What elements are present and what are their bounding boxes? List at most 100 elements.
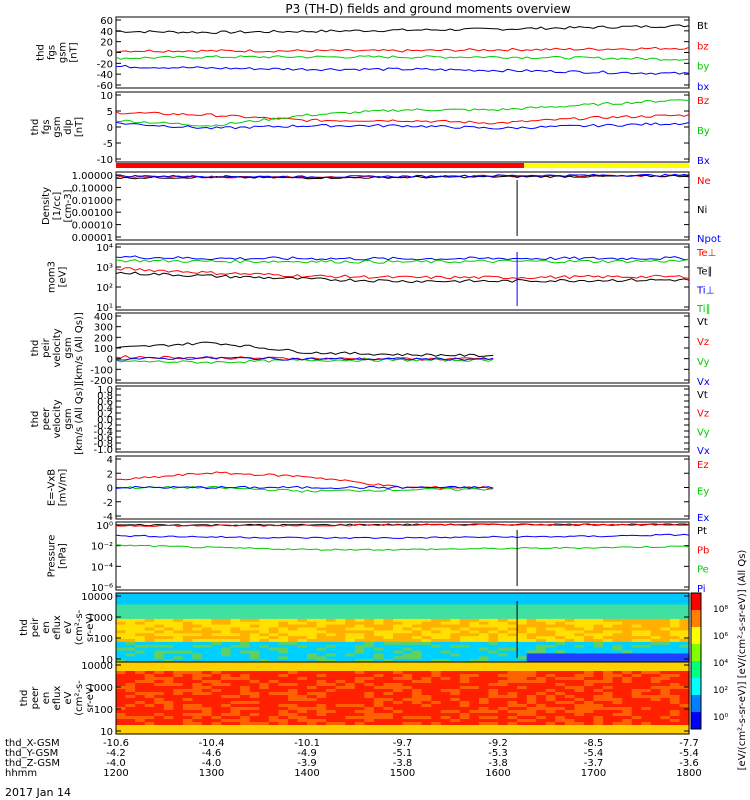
spectrogram-cell — [278, 722, 289, 726]
spectrogram-cell — [116, 616, 127, 620]
spectrogram-cell — [660, 695, 671, 699]
spectrogram-cell — [125, 598, 136, 603]
spectrogram-cell — [660, 704, 671, 708]
spectrogram-cell — [650, 680, 661, 684]
spectrogram-cell — [144, 618, 155, 623]
spectrogram-cell — [144, 641, 155, 646]
spectrogram-cell — [412, 710, 423, 714]
spectrogram-cell — [507, 707, 518, 711]
spectrogram-cell — [240, 677, 251, 681]
spectrogram-cell — [249, 731, 260, 735]
spectrogram-cell — [297, 710, 308, 714]
spectrogram-cell — [345, 636, 356, 640]
spectrogram-cell — [373, 695, 385, 699]
spectrogram-cell — [622, 636, 633, 640]
spectrogram-cell — [631, 644, 642, 649]
spectrogram-cell — [536, 598, 547, 603]
spectrogram-cell — [584, 692, 595, 696]
spectrogram-cell — [307, 665, 318, 669]
spectrogram-cell — [622, 644, 633, 649]
spectrogram-cell — [163, 644, 174, 649]
spectrogram-cell — [622, 674, 633, 678]
spectrogram-cell — [431, 636, 442, 640]
spectrogram-cell — [498, 665, 509, 669]
spectrogram-cell — [536, 677, 547, 681]
spectrogram-cell — [230, 683, 241, 687]
spectrogram-cell — [669, 701, 681, 705]
spectrogram-cell — [135, 677, 146, 681]
spectrogram-cell — [603, 656, 614, 660]
spectrogram-cell — [373, 618, 385, 623]
spectrogram-cell — [469, 644, 480, 649]
spectrogram-cell — [135, 683, 146, 687]
spectrogram-cell — [335, 680, 346, 684]
legend-entry: Npot — [697, 234, 721, 245]
spectrogram-cell — [660, 659, 671, 663]
spectrogram-cell — [450, 668, 461, 672]
spectrogram-cell — [631, 627, 642, 631]
spectrogram-cell — [373, 704, 385, 708]
spectrogram-cell — [163, 713, 174, 717]
spectrogram-cell — [679, 633, 690, 637]
spectrogram-cell — [631, 695, 642, 699]
spectrogram-cell — [631, 719, 642, 723]
spectrogram-cell — [297, 601, 308, 606]
spectrogram-cell — [354, 722, 365, 726]
spectrogram-cell — [679, 610, 690, 614]
spectrogram-cell — [669, 639, 681, 643]
spectrogram-cell — [345, 610, 356, 614]
spectrogram-cell — [259, 650, 270, 654]
spectrogram-cell — [421, 731, 432, 735]
spectrogram-cell — [278, 683, 289, 687]
spectrogram-cell — [335, 647, 346, 652]
spectrogram-cell — [144, 707, 155, 711]
spectrogram-cell — [555, 630, 566, 634]
spectrogram-cell — [354, 719, 365, 723]
spectrogram-cell — [526, 641, 537, 646]
spectrogram-cell — [478, 618, 490, 623]
spectrogram-cell — [249, 607, 260, 611]
panel-3: 1.000000.100000.010000.001000.000100.000… — [41, 171, 721, 245]
spectrogram-cell — [240, 674, 251, 678]
spectrogram-cell — [498, 716, 509, 720]
spectrogram-cell — [469, 613, 480, 617]
spectrogram-cell — [584, 713, 595, 717]
spectrogram-cell — [612, 695, 623, 699]
colorbar-tick: 10² — [713, 686, 728, 696]
spectrogram-cell — [450, 701, 461, 705]
spectrogram-cell — [660, 633, 671, 637]
spectrogram-cell — [383, 659, 394, 663]
spectrogram-cell — [240, 618, 251, 623]
spectrogram-cell — [488, 613, 499, 617]
spectrogram-cell — [517, 686, 528, 690]
spectrogram-cell — [545, 662, 556, 666]
spectrogram-cell — [459, 607, 470, 611]
spectrogram-cell — [469, 686, 480, 690]
spectrogram-cell — [287, 671, 299, 675]
spectrogram-cell — [144, 677, 155, 681]
spectrogram-cell — [192, 641, 203, 646]
spectrogram-cell — [268, 595, 279, 600]
spectrogram-cell — [297, 639, 308, 643]
spectrogram-cell — [383, 593, 394, 597]
spectrogram-cell — [144, 659, 155, 663]
spectrogram-cell — [307, 713, 318, 717]
spectrogram-cell — [660, 701, 671, 705]
spectrogram-cell — [154, 707, 165, 711]
spectrogram-cell — [545, 725, 556, 729]
spectrogram-cell — [517, 671, 528, 675]
spectrogram-cell — [421, 719, 432, 723]
spectrogram-cell — [421, 689, 432, 693]
y-axis-label: [km/s (All Qs)] — [74, 312, 85, 384]
spectrogram-cell — [440, 647, 451, 652]
y-tick-label: 1000 — [88, 683, 113, 694]
spectrogram-cell — [593, 636, 604, 640]
spectrogram-cell — [364, 627, 375, 631]
x-tick-label: -4.2 — [106, 748, 126, 759]
spectrogram-cell — [393, 659, 404, 663]
spectrogram-cell — [459, 713, 470, 717]
spectrogram-cell — [373, 671, 385, 675]
